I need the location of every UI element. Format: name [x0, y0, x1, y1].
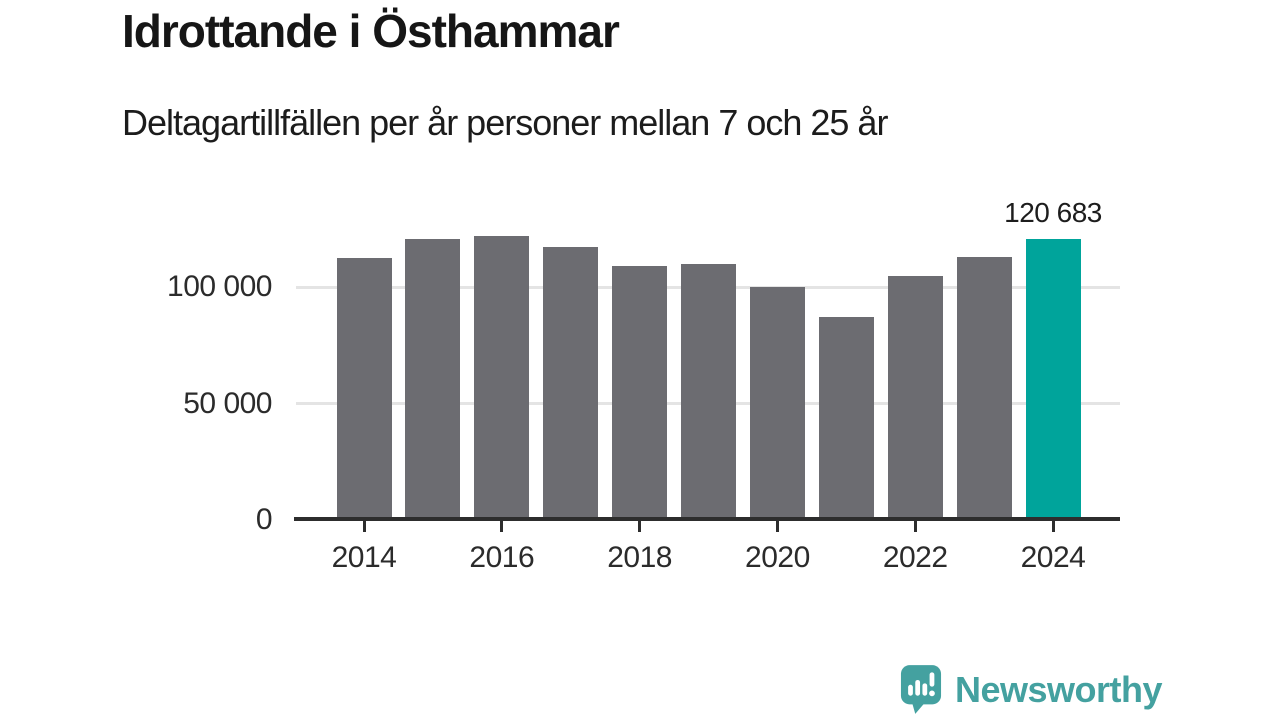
x-axis-line: [294, 517, 1120, 521]
x-axis-tick-2014: [362, 521, 366, 532]
x-axis-tick-label-2022: 2022: [882, 541, 948, 574]
chart-title: Idrottande i Östhammar: [122, 5, 620, 57]
x-axis-tick-label-2014: 2014: [331, 541, 397, 574]
bar-2022: [887, 276, 943, 520]
bar-2014: [336, 258, 392, 520]
bar-2015: [405, 239, 461, 520]
y-axis-tick-label-100000: 100 000: [167, 270, 272, 303]
x-axis-tick-2018: [638, 521, 642, 532]
x-axis-tick-label-2024: 2024: [1020, 541, 1086, 574]
bar-2019: [681, 263, 736, 520]
newsworthy-logo-icon: [900, 665, 942, 714]
x-axis-tick-label-2020: 2020: [745, 541, 810, 574]
x-axis-tick-2022: [913, 521, 917, 532]
y-axis-tick-label-0: 0: [255, 503, 273, 536]
bar-2020: [749, 287, 805, 520]
bar-2017: [543, 247, 599, 520]
bar-2021: [818, 317, 874, 520]
bar-2016: [474, 235, 530, 520]
brand-footer: Newsworthy: [900, 663, 1163, 717]
x-axis-tick-2020: [775, 521, 779, 532]
chart-subtitle: Deltagartillfällen per år personer mella…: [122, 102, 888, 143]
x-axis-tick-label-2018: 2018: [607, 541, 672, 574]
brand-name: Newsworthy: [955, 669, 1163, 710]
x-axis-tick-2016: [500, 521, 504, 532]
x-axis-tick-2024: [1051, 521, 1055, 532]
bar-2023: [956, 256, 1012, 520]
bar-2024: [1025, 238, 1081, 520]
value-annotation: 120 683: [1004, 196, 1102, 228]
y-axis-tick-label-50000: 50 000: [183, 386, 272, 420]
bar-2018: [612, 266, 668, 520]
x-axis-tick-label-2016: 2016: [469, 541, 535, 574]
